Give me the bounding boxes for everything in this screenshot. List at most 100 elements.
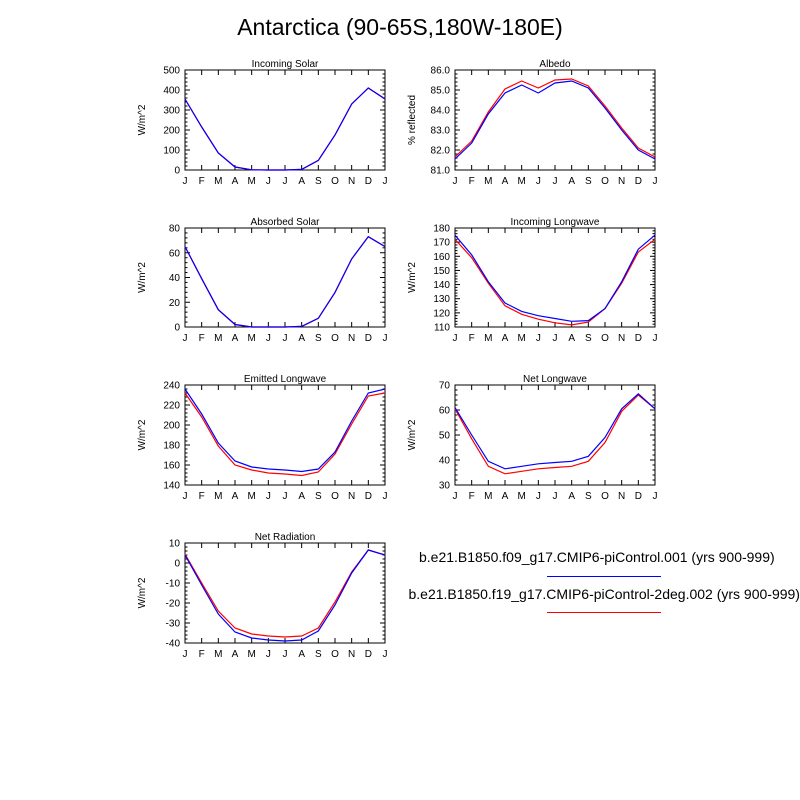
x-tick-label: M [517, 491, 525, 502]
x-tick-label: A [568, 176, 575, 187]
y-tick-label: 140 [433, 280, 450, 291]
x-tick-label: N [348, 333, 355, 344]
y-tick-label: 140 [163, 481, 180, 492]
series-line-2 [454, 78, 656, 158]
x-tick-label: J [266, 176, 271, 187]
y-tick-label: 130 [433, 294, 450, 305]
x-tick-label: D [635, 176, 642, 187]
x-tick-label: J [266, 491, 271, 502]
x-tick-label: M [214, 491, 222, 502]
x-tick-label: J [383, 176, 388, 187]
series-line-1 [184, 388, 386, 473]
chart-panel-4: Incoming Longwave W/m^2 110 120 130 140 150 160… [407, 217, 658, 344]
y-tick-label: -30 [166, 619, 181, 630]
y-tick-label: 60 [169, 248, 181, 259]
x-tick-label: M [247, 176, 255, 187]
y-tick-label: 10 [169, 539, 181, 550]
x-tick-label: J [183, 333, 188, 344]
x-tick-label: M [247, 491, 255, 502]
x-tick-label: M [484, 176, 492, 187]
chart-panel-2: Albedo % reflected 81.0 82.0 83.0 84.0 85.0 86.… [407, 59, 658, 187]
y-axis-label: W/m^2 [137, 577, 148, 608]
series-line-1 [454, 392, 656, 470]
x-tick-label: S [315, 649, 322, 660]
x-tick-label: D [365, 333, 372, 344]
x-tick-label: S [315, 333, 322, 344]
x-tick-label: A [232, 649, 239, 660]
x-tick-label: D [635, 491, 642, 502]
x-tick-label: N [348, 649, 355, 660]
series-line-2 [184, 235, 386, 328]
y-tick-label: 120 [433, 308, 450, 319]
x-tick-label: A [232, 491, 239, 502]
x-tick-label: J [183, 649, 188, 660]
x-tick-label: S [315, 176, 322, 187]
x-tick-label: J [283, 491, 288, 502]
x-tick-label: M [517, 333, 525, 344]
x-tick-label: O [331, 333, 339, 344]
x-tick-label: D [365, 176, 372, 187]
panel-title: Incoming Solar [252, 59, 319, 70]
x-tick-label: J [183, 491, 188, 502]
y-tick-label: 70 [439, 381, 451, 392]
x-tick-label: J [653, 333, 658, 344]
x-tick-label: F [199, 491, 205, 502]
y-tick-label: 81.0 [431, 166, 451, 177]
legend-swatch-2 [547, 612, 661, 613]
x-tick-label: J [283, 333, 288, 344]
x-tick-label: D [365, 649, 372, 660]
y-tick-label: 50 [439, 431, 451, 442]
x-tick-label: O [601, 333, 609, 344]
x-tick-label: N [618, 491, 625, 502]
y-axis-label: W/m^2 [137, 104, 148, 135]
x-tick-label: A [502, 491, 509, 502]
x-tick-label: J [453, 491, 458, 502]
x-tick-label: M [247, 649, 255, 660]
x-tick-label: M [517, 176, 525, 187]
chart-panel-5: Emitted Longwave W/m^2 140 160 180 200 220 240 J… [137, 374, 388, 502]
x-tick-label: A [568, 333, 575, 344]
x-tick-label: A [568, 491, 575, 502]
x-tick-label: M [214, 649, 222, 660]
y-tick-label: 100 [163, 146, 180, 157]
panel-title: Absorbed Solar [251, 217, 321, 228]
x-tick-label: A [298, 176, 305, 187]
x-tick-label: F [199, 333, 205, 344]
x-tick-label: N [348, 491, 355, 502]
y-tick-label: 220 [163, 401, 180, 412]
y-axis-label: W/m^2 [407, 262, 418, 293]
y-tick-label: 60 [439, 406, 451, 417]
y-tick-label: 500 [163, 66, 180, 77]
y-tick-label: 170 [433, 238, 450, 249]
x-tick-label: N [618, 176, 625, 187]
legend-label-2: b.e21.B1850.f19_g17.CMIP6-piControl-2deg… [408, 586, 800, 602]
y-axis-label: W/m^2 [407, 419, 418, 450]
x-tick-label: O [331, 491, 339, 502]
y-tick-label: 0 [174, 166, 180, 177]
x-tick-label: M [214, 176, 222, 187]
plot-frame [184, 69, 386, 171]
series-line-2 [454, 238, 656, 326]
panel-title: Albedo [539, 59, 571, 70]
x-tick-label: J [553, 333, 558, 344]
y-tick-label: 160 [433, 252, 450, 263]
legend-swatch-1 [547, 576, 661, 577]
y-tick-label: 200 [163, 421, 180, 432]
x-tick-label: J [553, 176, 558, 187]
x-tick-label: O [331, 649, 339, 660]
y-tick-label: 0 [174, 559, 180, 570]
y-tick-label: 0 [174, 323, 180, 334]
legend-label-1: b.e21.B1850.f09_g17.CMIP6-piControl.001 … [419, 549, 775, 565]
x-tick-label: M [484, 491, 492, 502]
x-tick-label: J [653, 491, 658, 502]
series-line-2 [184, 392, 386, 477]
x-tick-label: A [502, 333, 509, 344]
x-tick-label: J [266, 649, 271, 660]
series-line-2 [184, 549, 386, 638]
x-tick-label: J [536, 176, 541, 187]
y-tick-label: 240 [163, 381, 180, 392]
x-tick-label: S [315, 491, 322, 502]
x-tick-label: D [365, 491, 372, 502]
y-tick-label: 180 [163, 441, 180, 452]
